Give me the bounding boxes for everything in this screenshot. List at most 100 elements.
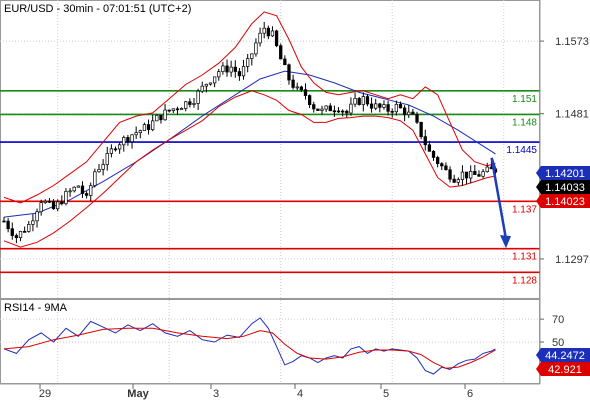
candle-up [349,103,353,114]
candle-down [283,58,287,66]
candle-down [274,30,279,47]
candle-up [142,124,147,131]
level-label: 1.148 [512,117,537,128]
candle-up [382,104,386,108]
candle-up [456,179,460,183]
candle-up [295,86,299,89]
candle-up [246,58,250,67]
candle-up [353,98,357,105]
rsi-y-tick-label: 70 [552,314,564,326]
candle-down [336,110,341,113]
candle-up [262,27,266,34]
candle-down [448,169,452,180]
candle-down [365,96,370,105]
level-label: 1.1445 [506,145,537,156]
chart-title: EUR/USD - 30min - 07:01:51 (UTC+2) [4,3,191,15]
price-badge-label: 1.14023 [545,196,585,208]
candle-down [84,193,89,196]
candle-up [64,190,68,205]
price-badge [541,166,590,180]
candle-up [217,71,221,78]
bollinger-lower-line [3,90,496,248]
candle-down [159,114,163,121]
candle-down [167,109,171,112]
rsi-badge-pointer [536,362,541,376]
level-label: 1.137 [512,204,537,215]
rsi-badge [541,362,590,376]
candle-down [146,124,151,130]
candle-down [175,108,180,111]
candle-down [440,163,444,167]
price-badge-pointer [536,180,541,194]
price-badge [541,180,590,194]
candle-down [60,201,64,205]
candle-down [473,171,477,175]
rsi-ma-line [3,327,496,369]
rsi-title: RSI14 - 9MA [4,302,68,314]
x-tick-label: 29 [39,388,51,400]
candle-up [171,108,175,111]
candle-down [390,110,394,113]
candle-up [130,134,134,142]
candle-up [18,231,23,239]
candle-down [316,108,320,111]
candle-down [464,171,469,179]
candle-up [101,164,105,170]
candle-up [485,166,489,173]
candle-down [411,111,415,115]
candle-up [196,90,200,104]
candle-down [477,174,481,177]
candle-down [328,105,332,112]
candle-up [151,120,155,130]
candle-up [97,168,101,173]
candle-down [452,178,456,183]
candle-up [31,220,35,225]
candle-up [200,85,204,92]
x-tick-label: May [127,388,149,400]
rsi-badge [541,348,590,362]
candle-down [47,200,52,203]
price-badges-layer: 1.14201 1.14033 1.14023 44.2472 42.921 [536,166,590,376]
bollinger-upper-line [3,11,496,204]
candle-up [212,76,217,84]
candle-down [279,45,283,60]
candle-down [23,231,27,233]
candle-down [233,66,237,72]
x-axis-layer: 29 May 3 4 5 6 [39,384,473,400]
candle-up [208,82,213,85]
candle-down [419,121,423,137]
levels-layer: 1.151 1.148 1.1445 1.137 1.131 1.128 [0,90,540,286]
candle-up [184,101,188,109]
candle-up [179,108,184,110]
candle-down [287,64,291,81]
rsi-y-tick-label: 50 [552,337,564,349]
candle-up [109,148,114,154]
candle-down [291,79,295,88]
y-tick-label: 1.1297 [555,254,589,266]
candle-up [122,137,126,146]
candle-up [229,66,233,73]
candle-down [427,144,432,152]
candle-up [324,105,328,110]
candle-down [51,201,56,210]
candle-down [266,27,270,37]
forecast-arrow-head [500,235,511,249]
candle-down [369,103,374,109]
candle-up [39,202,43,213]
bollinger-layer [3,11,496,248]
candle-up [117,144,122,150]
candle-down [126,137,130,142]
rsi-grid-layer [0,300,540,384]
price-badge-pointer [536,166,541,180]
x-tick-label: 3 [213,388,219,400]
candle-down [312,104,316,110]
price-badge-pointer [536,194,541,208]
candle-up [27,224,31,232]
candle-down [6,220,10,230]
candle-up [204,83,209,87]
candle-up [72,186,76,192]
candle-up [134,132,138,136]
candle-up [155,114,159,122]
candle-down [2,220,6,223]
